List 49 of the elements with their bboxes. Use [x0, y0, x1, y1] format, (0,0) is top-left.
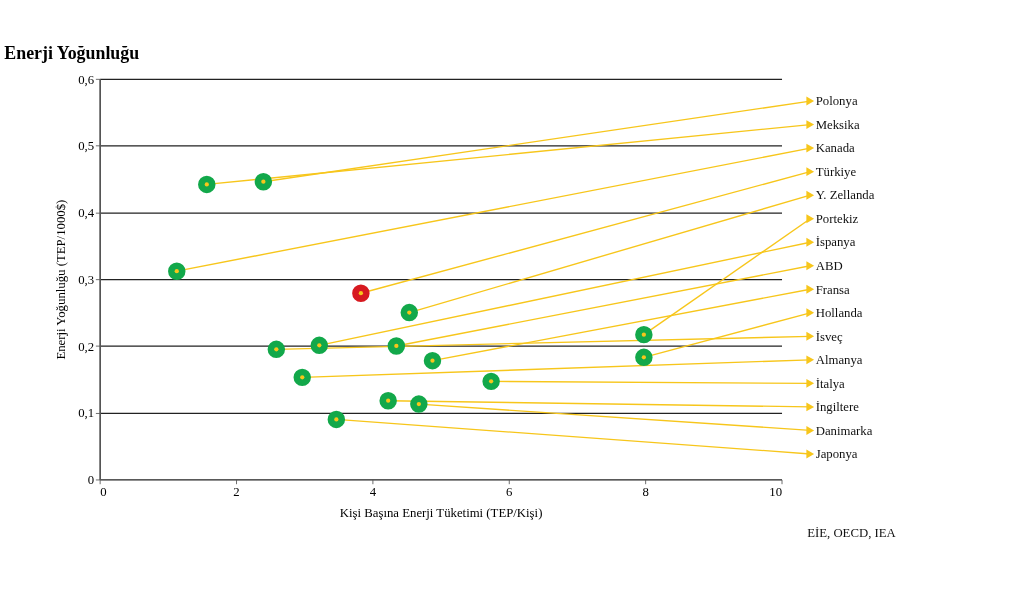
point: [254, 173, 273, 191]
x-tick-label: 0: [100, 485, 107, 500]
x-tick-label: 10: [769, 485, 783, 500]
point: [400, 303, 419, 322]
annotation: Fransa: [815, 282, 851, 297]
point: [410, 395, 428, 413]
point: [387, 337, 406, 355]
annotation: İngiltere: [815, 400, 860, 415]
x-axis-title: Kişi Başına Enerji Tüketimi (TEP/Kişi): [339, 506, 543, 521]
x-tick-label: 8: [642, 485, 649, 500]
point: [482, 372, 500, 391]
annotation: Polonya: [815, 94, 858, 109]
annotation: İtalya: [815, 376, 846, 391]
y-tick-label: 0,5: [78, 139, 95, 154]
chart-title: Enerji Yoğunluğu: [4, 43, 140, 64]
point: [310, 336, 329, 355]
annotation: İsveç: [815, 329, 843, 344]
point: [635, 348, 653, 367]
x-tick-label: 2: [233, 485, 240, 500]
x-tick-label: 4: [369, 485, 377, 500]
point: [293, 368, 311, 387]
y-tick-label: 0,6: [78, 72, 95, 87]
y-tick-label: 0,1: [78, 406, 95, 421]
annotation: Almanya: [815, 353, 863, 368]
y-tick-label: 0: [87, 473, 95, 488]
text: EİE, OECD, IEA: [807, 525, 897, 540]
annotation: ABD: [815, 259, 843, 274]
y-tick-label: 0,2: [78, 339, 95, 354]
y-tick-label: 0,3: [78, 272, 95, 287]
annotation: Türkiye: [815, 164, 857, 179]
annotation: Y. Zellanda: [815, 188, 875, 203]
point: [198, 175, 216, 194]
point: [267, 340, 286, 359]
point: [635, 325, 653, 344]
point: [379, 392, 397, 410]
annotation: Kanada: [815, 141, 856, 156]
point: [168, 262, 186, 280]
y-tick-label: 0,4: [78, 206, 95, 221]
annotation: Portekiz: [815, 211, 859, 226]
point: [327, 410, 346, 429]
annotation: İspanya: [815, 235, 856, 250]
point: [423, 351, 442, 370]
y-axis-title: Enerji Yoğunluğu (TEP/1000$): [54, 199, 69, 360]
point: [352, 284, 370, 302]
annotation: Hollanda: [815, 306, 863, 321]
x-tick-label: 6: [506, 485, 513, 500]
annotation: Meksika: [815, 117, 860, 132]
annotation: Danimarka: [815, 423, 873, 438]
annotation: Japonya: [815, 447, 858, 462]
